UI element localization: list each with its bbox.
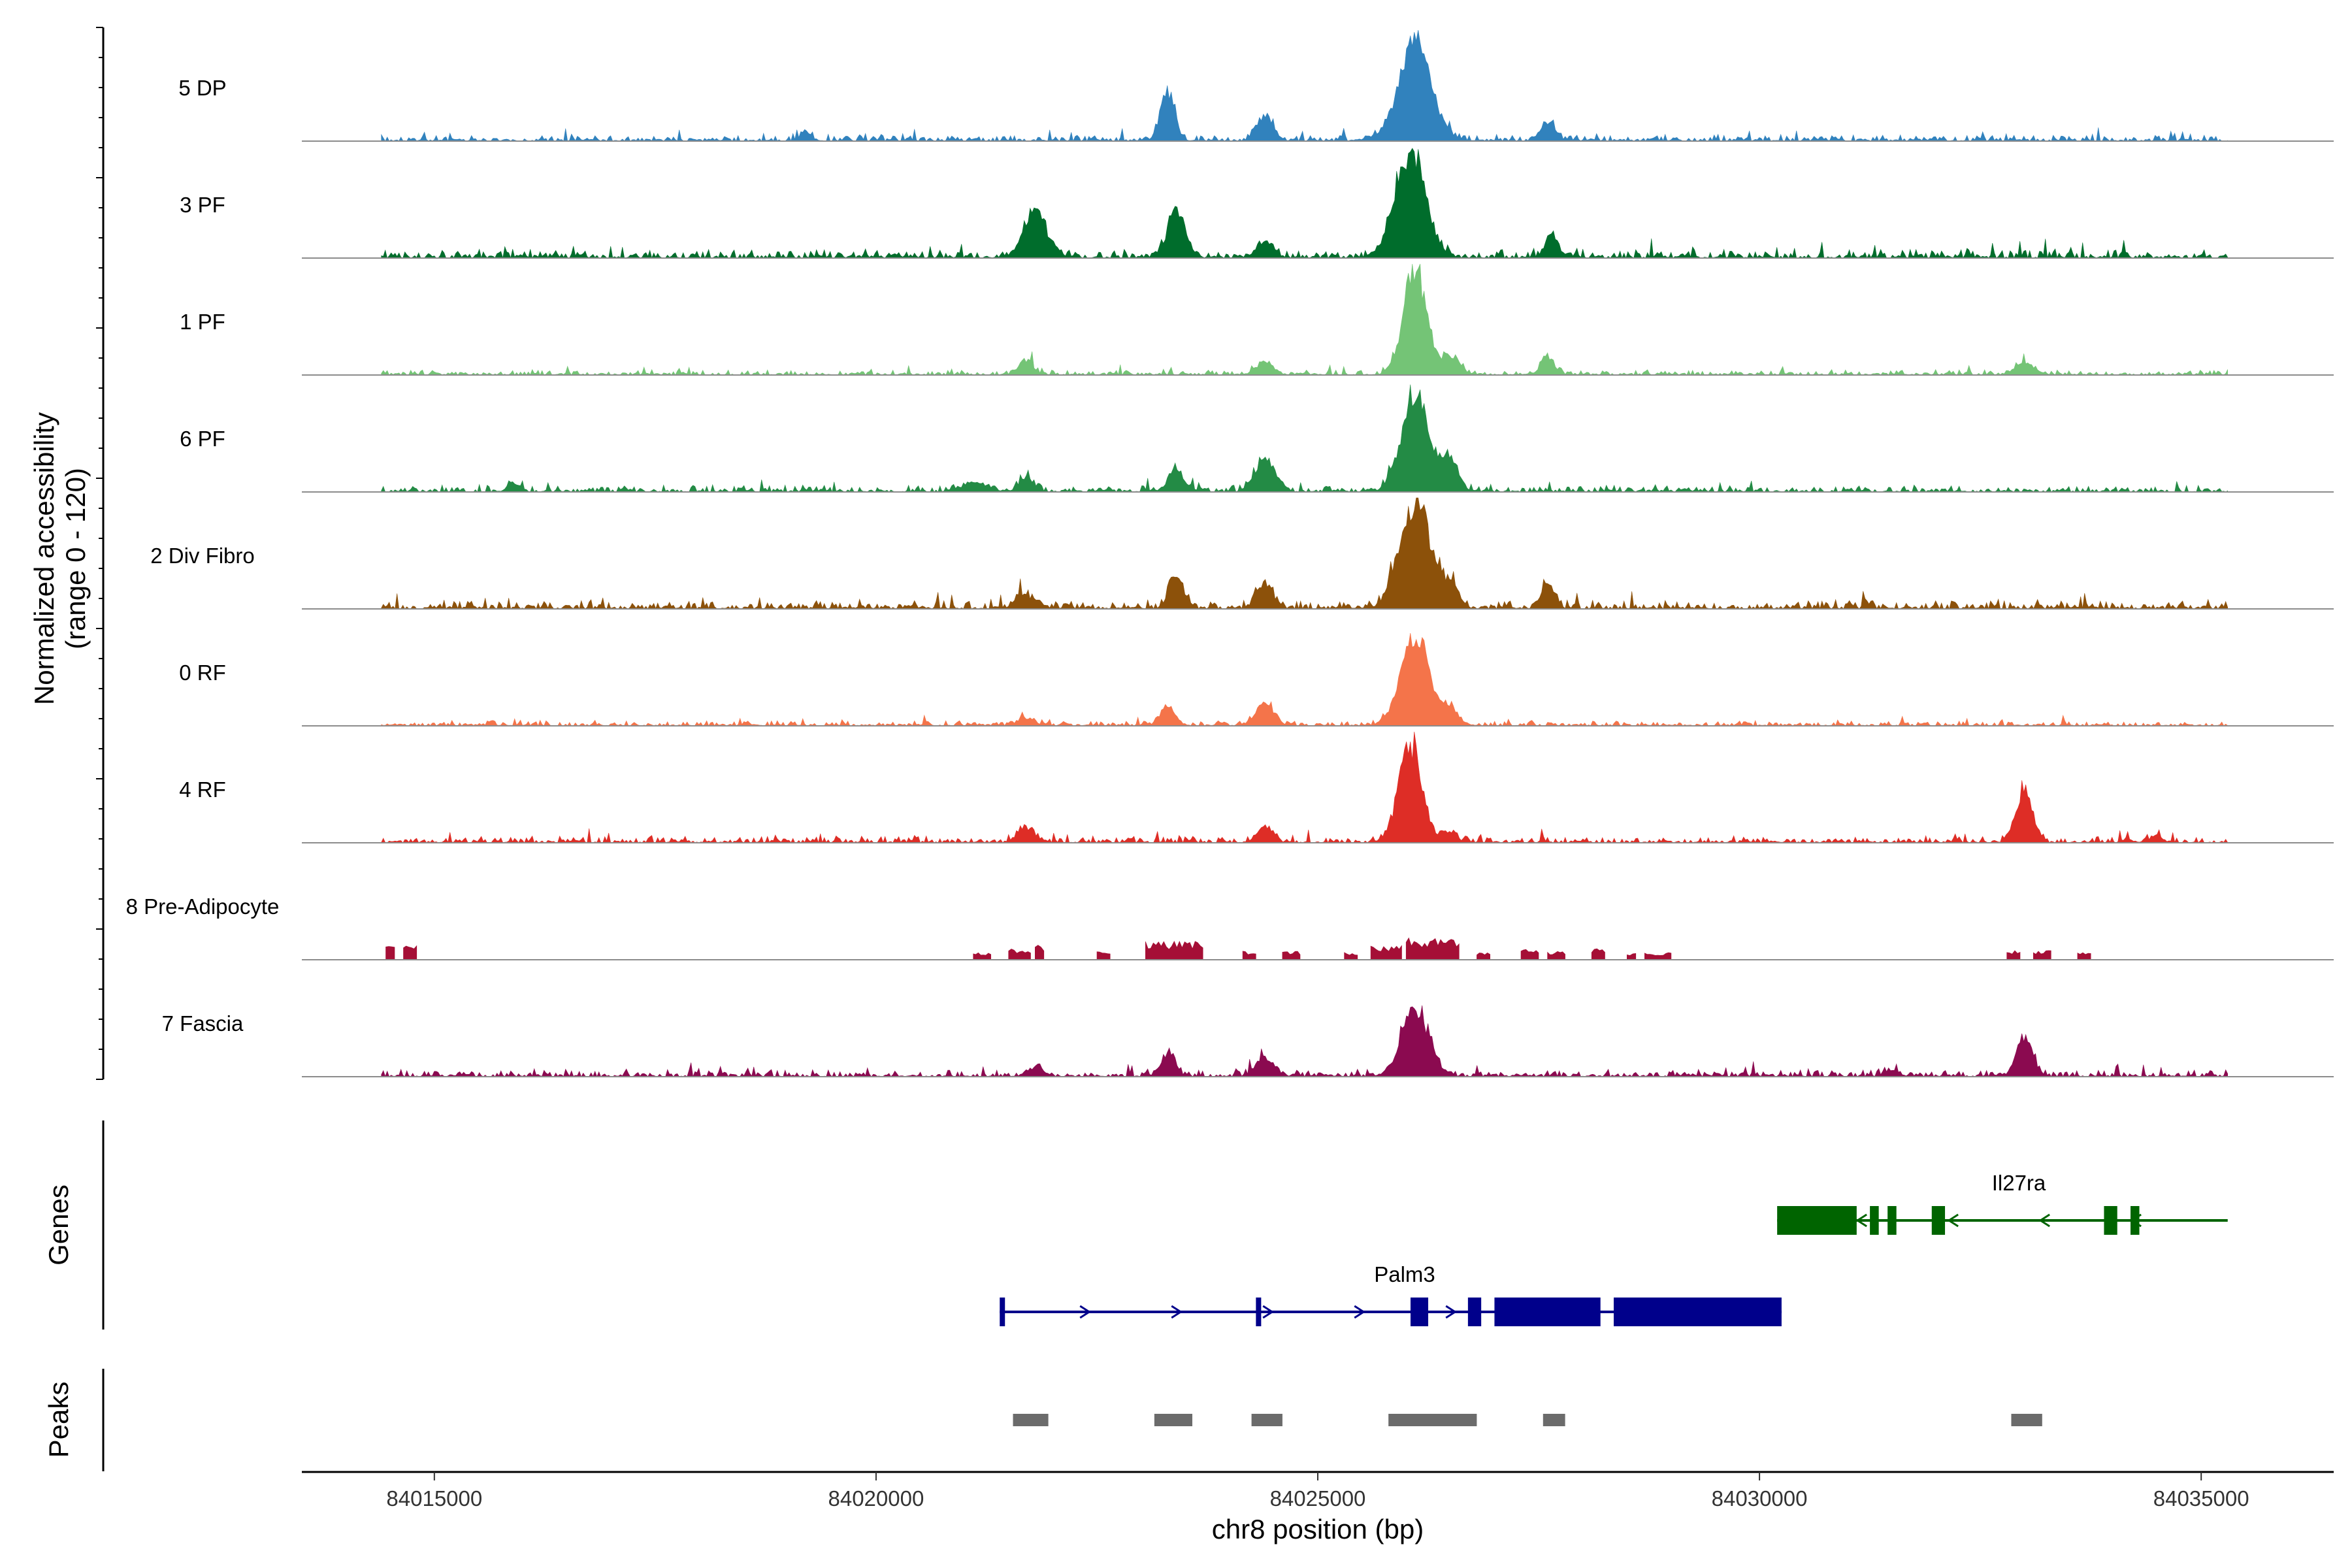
y-axis-range: (range 0 - 120): [60, 468, 91, 649]
peak-region: [1543, 1414, 1565, 1426]
track-1-pf: [302, 263, 2334, 376]
exon: [2104, 1206, 2117, 1235]
x-tick-label: 84035000: [2153, 1486, 2249, 1511]
x-tick-label: 84030000: [1712, 1486, 1808, 1511]
track-label: 0 RF: [179, 661, 226, 685]
exon: [1256, 1298, 1262, 1326]
y-axis-minor-ticks: [96, 27, 103, 1080]
exon: [2131, 1206, 2140, 1235]
genes-panel: Genes Il27ra Palm3: [43, 1120, 2228, 1330]
coverage-area: [381, 263, 2228, 376]
peak-region: [1154, 1414, 1192, 1426]
peak-region: [2011, 1414, 2042, 1426]
coverage-area: [381, 384, 2228, 493]
x-axis-title: chr8 position (bp): [1212, 1514, 1424, 1544]
track-label: 5 DP: [178, 76, 226, 100]
coverage-area: [381, 497, 2228, 610]
coverage-area: [381, 632, 2228, 727]
x-axis-ticks: 84015000 84020000 84025000 84030000 84035000: [386, 1472, 2249, 1511]
genes-panel-title: Genes: [43, 1184, 74, 1266]
gene-label: Palm3: [1374, 1262, 1435, 1286]
track-label: 6 PF: [180, 427, 225, 451]
strand-arrow: [1262, 1305, 1274, 1319]
peaks-panel: Peaks: [43, 1369, 2042, 1471]
track-8-pre-adipocyte: [302, 937, 2334, 960]
peak-region: [1388, 1414, 1477, 1426]
peak-region: [1251, 1414, 1282, 1426]
exon: [1887, 1206, 1897, 1235]
track-label: 1 PF: [180, 310, 225, 334]
coverage-area: [381, 148, 2228, 259]
x-tick-label: 84015000: [386, 1486, 482, 1511]
track-7-fascia: [302, 1005, 2334, 1077]
track-label: 4 RF: [179, 777, 226, 802]
track-2-div-fibro: [302, 497, 2334, 610]
peaks-panel-title: Peaks: [43, 1382, 74, 1458]
exon: [1494, 1298, 1601, 1326]
exon: [1467, 1298, 1482, 1326]
track-label: 3 PF: [180, 193, 225, 217]
strand-arrow: [1354, 1305, 1365, 1319]
track-labels: 5 DP 3 PF 1 PF 6 PF 2 Div Fibro 0 RF 4 RF 8 Pre…: [126, 76, 280, 1036]
exon: [1410, 1298, 1429, 1326]
peak-region: [1013, 1414, 1049, 1426]
exon: [1613, 1298, 1782, 1326]
strand-arrow: [1947, 1213, 1959, 1228]
coverage-area: [381, 29, 2228, 142]
track-label: 8 Pre-Adipocyte: [126, 894, 280, 919]
coverage-tracks: [302, 29, 2334, 1077]
track-label: 7 Fascia: [162, 1011, 244, 1036]
strand-arrow: [1079, 1305, 1091, 1319]
strand-arrow: [2038, 1213, 2050, 1228]
gene-label: Il27ra: [1992, 1171, 2046, 1195]
coverage-area: [381, 1005, 2228, 1077]
gene-models: Il27ra Palm3: [1000, 1171, 2228, 1326]
exon: [1000, 1298, 1005, 1326]
x-tick-label: 84025000: [1270, 1486, 1366, 1511]
exon: [1931, 1206, 1946, 1235]
exon: [1870, 1206, 1879, 1235]
strand-arrow: [1171, 1305, 1183, 1319]
y-axis-title: Normalized accessibility: [29, 412, 59, 705]
peak-regions: [1013, 1414, 2042, 1426]
x-tick-label: 84020000: [828, 1486, 924, 1511]
gene-il27ra: Il27ra: [1777, 1171, 2228, 1235]
gene-palm3: Palm3: [1000, 1262, 1782, 1326]
x-axis: 84015000 84020000 84025000 84030000 84035000…: [302, 1471, 2334, 1544]
accessibility-y-axis: Normalized accessibility (range 0 - 120): [29, 27, 105, 1080]
track-0-rf: [302, 632, 2334, 727]
coverage-area: [381, 731, 2228, 843]
strand-arrow: [1855, 1213, 1867, 1228]
track-label: 2 Div Fibro: [150, 544, 255, 568]
strand-arrow: [1445, 1305, 1457, 1319]
track-6-pf: [302, 384, 2334, 493]
track-3-pf: [302, 148, 2334, 259]
exon: [1777, 1206, 1857, 1235]
coverage-area: [385, 937, 2091, 960]
track-5-dp: [302, 29, 2334, 142]
track-4-rf: [302, 731, 2334, 843]
